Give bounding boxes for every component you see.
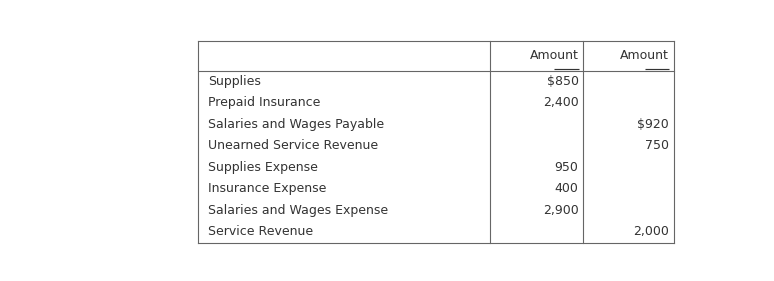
Text: Amount: Amount bbox=[529, 49, 578, 62]
Text: Insurance Expense: Insurance Expense bbox=[208, 182, 327, 195]
Text: Supplies Expense: Supplies Expense bbox=[208, 161, 318, 174]
Text: $920: $920 bbox=[637, 118, 669, 131]
Text: Salaries and Wages Payable: Salaries and Wages Payable bbox=[208, 118, 385, 131]
Text: 2,000: 2,000 bbox=[633, 225, 669, 238]
Text: 2,900: 2,900 bbox=[543, 204, 578, 217]
Text: Unearned Service Revenue: Unearned Service Revenue bbox=[208, 139, 378, 152]
Text: Prepaid Insurance: Prepaid Insurance bbox=[208, 96, 320, 109]
Text: Salaries and Wages Expense: Salaries and Wages Expense bbox=[208, 204, 389, 217]
Text: 750: 750 bbox=[645, 139, 669, 152]
Text: Amount: Amount bbox=[620, 49, 669, 62]
Text: 400: 400 bbox=[555, 182, 578, 195]
Text: Service Revenue: Service Revenue bbox=[208, 225, 313, 238]
Text: 950: 950 bbox=[555, 161, 578, 174]
Text: 2,400: 2,400 bbox=[543, 96, 578, 109]
Text: $850: $850 bbox=[546, 75, 578, 88]
Text: Supplies: Supplies bbox=[208, 75, 261, 88]
